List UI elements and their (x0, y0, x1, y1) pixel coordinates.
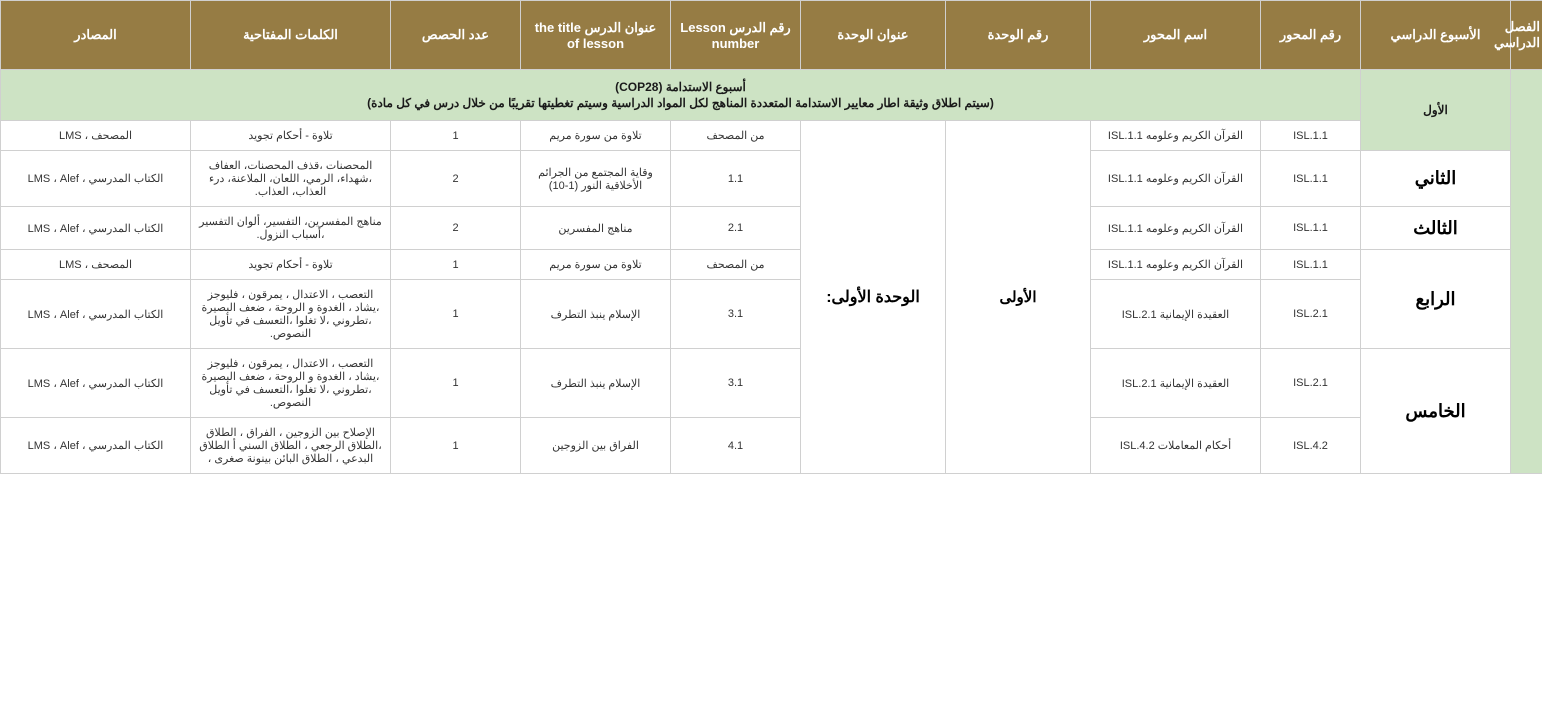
lesson-title: الإسلام ينبذ التطرف (516, 280, 666, 349)
lesson-num: من المصحف (666, 121, 796, 151)
sources: الكتاب المدرسي ، LMS ، Alef (0, 349, 186, 418)
axis-num: ISL.4.2 (1256, 418, 1356, 474)
lesson-title: وقاية المجتمع من الجرائم الأخلاقية النور… (516, 151, 666, 207)
col-week: الأسبوع الدراسي (1356, 1, 1506, 70)
sources: الكتاب المدرسي ، LMS ، Alef (0, 151, 186, 207)
cop28-banner: أسبوع الاستدامة (COP28) (سيتم اطلاق وثيق… (0, 70, 1356, 121)
curriculum-table: الفصل الدراسي الأسبوع الدراسي رقم المحور… (0, 0, 1542, 474)
col-unit-title: عنوان الوحدة (796, 1, 941, 70)
col-axis-num: رقم المحور (1256, 1, 1356, 70)
cop28-title: أسبوع الاستدامة (COP28) (2, 80, 1349, 94)
lesson-title: مناهج المفسرين (516, 207, 666, 250)
table-row: الخامس ISL.2.1 العقيدة الإيمانية ISL.2.1… (0, 349, 1542, 418)
week-4: الرابع (1356, 250, 1506, 349)
classes: 1 (386, 418, 516, 474)
table-row: ISL.4.2 أحكام المعاملات ISL.4.2 4.1 الفر… (0, 418, 1542, 474)
unit-title: الوحدة الأولى: (796, 121, 941, 474)
col-keywords: الكلمات المفتاحية (186, 1, 386, 70)
col-axis-name: اسم المحور (1086, 1, 1256, 70)
axis-name: العقيدة الإيمانية ISL.2.1 (1086, 349, 1256, 418)
table-row: ISL.1.1 القرآن الكريم وعلومه ISL.1.1 الأ… (0, 121, 1542, 151)
keywords: المحصنات ،قذف المحصنات، العفاف ،شهداء، ا… (186, 151, 386, 207)
axis-num: ISL.2.1 (1256, 280, 1356, 349)
lesson-num: 4.1 (666, 418, 796, 474)
classes: 1 (386, 280, 516, 349)
col-sources: المصادر (0, 1, 186, 70)
unit-number: الأولى (941, 121, 1086, 474)
axis-name: القرآن الكريم وعلومه ISL.1.1 (1086, 250, 1256, 280)
classes: 2 (386, 207, 516, 250)
table-row: الثاني ISL.1.1 القرآن الكريم وعلومه ISL.… (0, 151, 1542, 207)
sources: المصحف ، LMS (0, 121, 186, 151)
axis-name: القرآن الكريم وعلومه ISL.1.1 (1086, 151, 1256, 207)
keywords: التعصب ، الاعتدال ، يمرقون ، فليوجز ،يشا… (186, 280, 386, 349)
col-lesson-num: رقم الدرس Lesson number (666, 1, 796, 70)
week-3: الثالث (1356, 207, 1506, 250)
sources: المصحف ، LMS (0, 250, 186, 280)
week-1: الأول (1356, 70, 1506, 151)
axis-num: ISL.1.1 (1256, 151, 1356, 207)
axis-name: أحكام المعاملات ISL.4.2 (1086, 418, 1256, 474)
col-lesson-title: عنوان الدرس the title of lesson (516, 1, 666, 70)
semester-cell (1506, 70, 1542, 474)
axis-name: العقيدة الإيمانية ISL.2.1 (1086, 280, 1256, 349)
axis-num: ISL.1.1 (1256, 250, 1356, 280)
cop28-row: الأول أسبوع الاستدامة (COP28) (سيتم اطلا… (0, 70, 1542, 121)
axis-name: القرآن الكريم وعلومه ISL.1.1 (1086, 207, 1256, 250)
lesson-title: تلاوة من سورة مريم (516, 121, 666, 151)
classes: 1 (386, 121, 516, 151)
keywords: تلاوة - أحكام تجويد (186, 250, 386, 280)
week-5: الخامس (1356, 349, 1506, 474)
lesson-num: من المصحف (666, 250, 796, 280)
sources: الكتاب المدرسي ، LMS ، Alef (0, 280, 186, 349)
sources: الكتاب المدرسي ، LMS ، Alef (0, 207, 186, 250)
axis-num: ISL.1.1 (1256, 121, 1356, 151)
week-2: الثاني (1356, 151, 1506, 207)
cop28-subtitle: (سيتم اطلاق وثيقة اطار معايير الاستدامة … (362, 96, 989, 110)
lesson-num: 1.1 (666, 151, 796, 207)
axis-num: ISL.1.1 (1256, 207, 1356, 250)
sources: الكتاب المدرسي ، LMS ، Alef (0, 418, 186, 474)
header-row: الفصل الدراسي الأسبوع الدراسي رقم المحور… (0, 1, 1542, 70)
table-row: الرابع ISL.1.1 القرآن الكريم وعلومه ISL.… (0, 250, 1542, 280)
axis-name: القرآن الكريم وعلومه ISL.1.1 (1086, 121, 1256, 151)
lesson-num: 3.1 (666, 349, 796, 418)
col-semester: الفصل الدراسي (1506, 1, 1542, 70)
lesson-title: تلاوة من سورة مريم (516, 250, 666, 280)
keywords: التعصب ، الاعتدال ، يمرقون ، فليوجز ،يشا… (186, 349, 386, 418)
keywords: مناهج المفسرين، التفسير، ألوان التفسير ،… (186, 207, 386, 250)
axis-num: ISL.2.1 (1256, 349, 1356, 418)
lesson-num: 2.1 (666, 207, 796, 250)
table-row: ISL.2.1 العقيدة الإيمانية ISL.2.1 3.1 ال… (0, 280, 1542, 349)
col-unit-num: رقم الوحدة (941, 1, 1086, 70)
col-classes: عدد الحصص (386, 1, 516, 70)
keywords: تلاوة - أحكام تجويد (186, 121, 386, 151)
lesson-title: الفراق بين الزوجين (516, 418, 666, 474)
classes: 2 (386, 151, 516, 207)
lesson-num: 3.1 (666, 280, 796, 349)
lesson-title: الإسلام ينبذ التطرف (516, 349, 666, 418)
keywords: الإصلاح بين الزوجين ، الفراق ، الطلاق ،ا… (186, 418, 386, 474)
classes: 1 (386, 250, 516, 280)
classes: 1 (386, 349, 516, 418)
table-row: الثالث ISL.1.1 القرآن الكريم وعلومه ISL.… (0, 207, 1542, 250)
